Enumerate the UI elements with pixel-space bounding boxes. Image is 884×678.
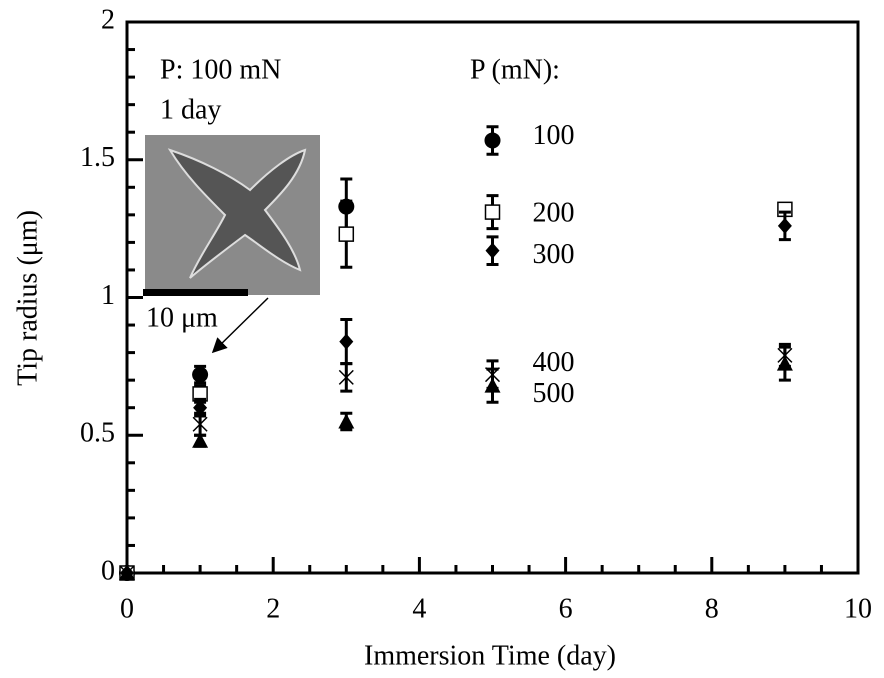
inset-image (143, 135, 320, 296)
x-tick-label: 4 (412, 593, 426, 624)
y-tick-label: 1 (101, 280, 115, 311)
y-tick-label: 0.5 (80, 418, 115, 449)
y-axis-label: Tip radius (μm) (12, 210, 43, 386)
x-tick-label: 6 (559, 593, 573, 624)
series-label: 400 (533, 347, 575, 378)
point (484, 377, 501, 393)
annotation: P: 100 mN (160, 54, 281, 85)
plot-frame (125, 20, 860, 575)
point (192, 366, 209, 383)
point (485, 242, 500, 259)
series-label: 300 (533, 239, 575, 270)
point (777, 217, 792, 234)
x-tick-label: 10 (844, 593, 872, 624)
annotation: P (mN): (470, 54, 560, 85)
point (119, 565, 135, 580)
y-tick-label: 0 (101, 555, 115, 586)
point (338, 226, 355, 242)
arrow (211, 297, 269, 354)
annotation: 1 day (160, 94, 221, 125)
point (192, 432, 209, 448)
x-tick-label: 8 (705, 593, 719, 624)
y-tick-label: 1.5 (80, 142, 115, 173)
annotation: 10 μm (146, 302, 218, 333)
series-label: 500 (533, 378, 575, 409)
point (193, 399, 208, 416)
point (776, 355, 793, 371)
y-tick-label: 2 (101, 4, 115, 35)
point (338, 413, 355, 429)
series-label: 100 (533, 120, 575, 151)
point (338, 369, 354, 385)
point (192, 416, 208, 432)
x-tick-label: 2 (266, 593, 280, 624)
point (484, 132, 501, 149)
x-axis-label: Immersion Time (day) (364, 640, 616, 671)
point (339, 333, 354, 350)
x-tick-label: 0 (120, 593, 134, 624)
point (484, 204, 501, 220)
series-label: 200 (533, 198, 575, 229)
